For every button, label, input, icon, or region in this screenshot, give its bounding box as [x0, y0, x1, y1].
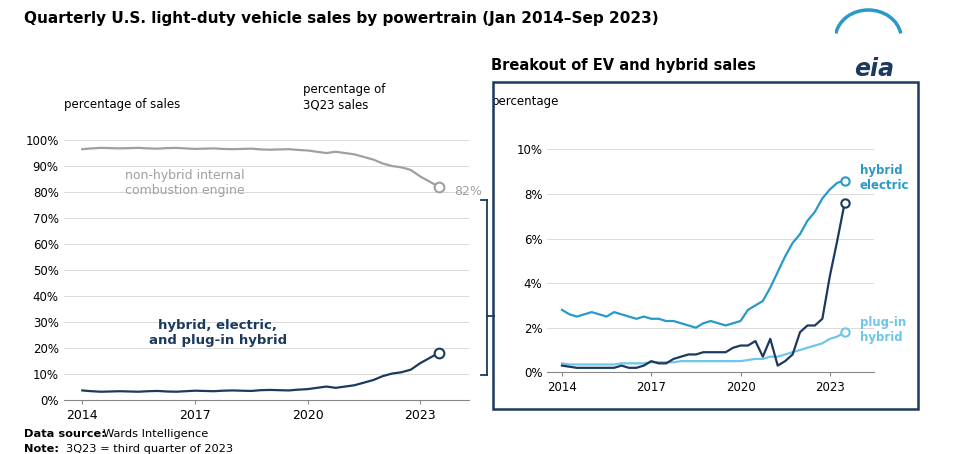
Text: eia: eia [854, 57, 895, 81]
Text: 3Q23 = third quarter of 2023: 3Q23 = third quarter of 2023 [66, 444, 234, 454]
Text: Data source:: Data source: [24, 429, 110, 439]
Text: percentage of
3Q23 sales: percentage of 3Q23 sales [303, 83, 385, 111]
Text: non-hybrid internal
combustion engine: non-hybrid internal combustion engine [125, 169, 245, 197]
Text: percentage: percentage [491, 94, 559, 108]
Text: 82%: 82% [454, 186, 482, 198]
Text: Breakout of EV and hybrid sales: Breakout of EV and hybrid sales [491, 58, 756, 73]
Text: percentage of sales: percentage of sales [64, 98, 180, 111]
Text: Wards Intelligence: Wards Intelligence [103, 429, 208, 439]
Text: hybrid, electric,
and plug-in hybrid: hybrid, electric, and plug-in hybrid [149, 319, 286, 347]
Text: Note:: Note: [24, 444, 64, 454]
Text: Quarterly U.S. light-duty vehicle sales by powertrain (Jan 2014–Sep 2023): Quarterly U.S. light-duty vehicle sales … [24, 11, 659, 26]
Text: hybrid
electric: hybrid electric [860, 164, 909, 192]
Text: plug-in
hybrid: plug-in hybrid [860, 316, 906, 344]
